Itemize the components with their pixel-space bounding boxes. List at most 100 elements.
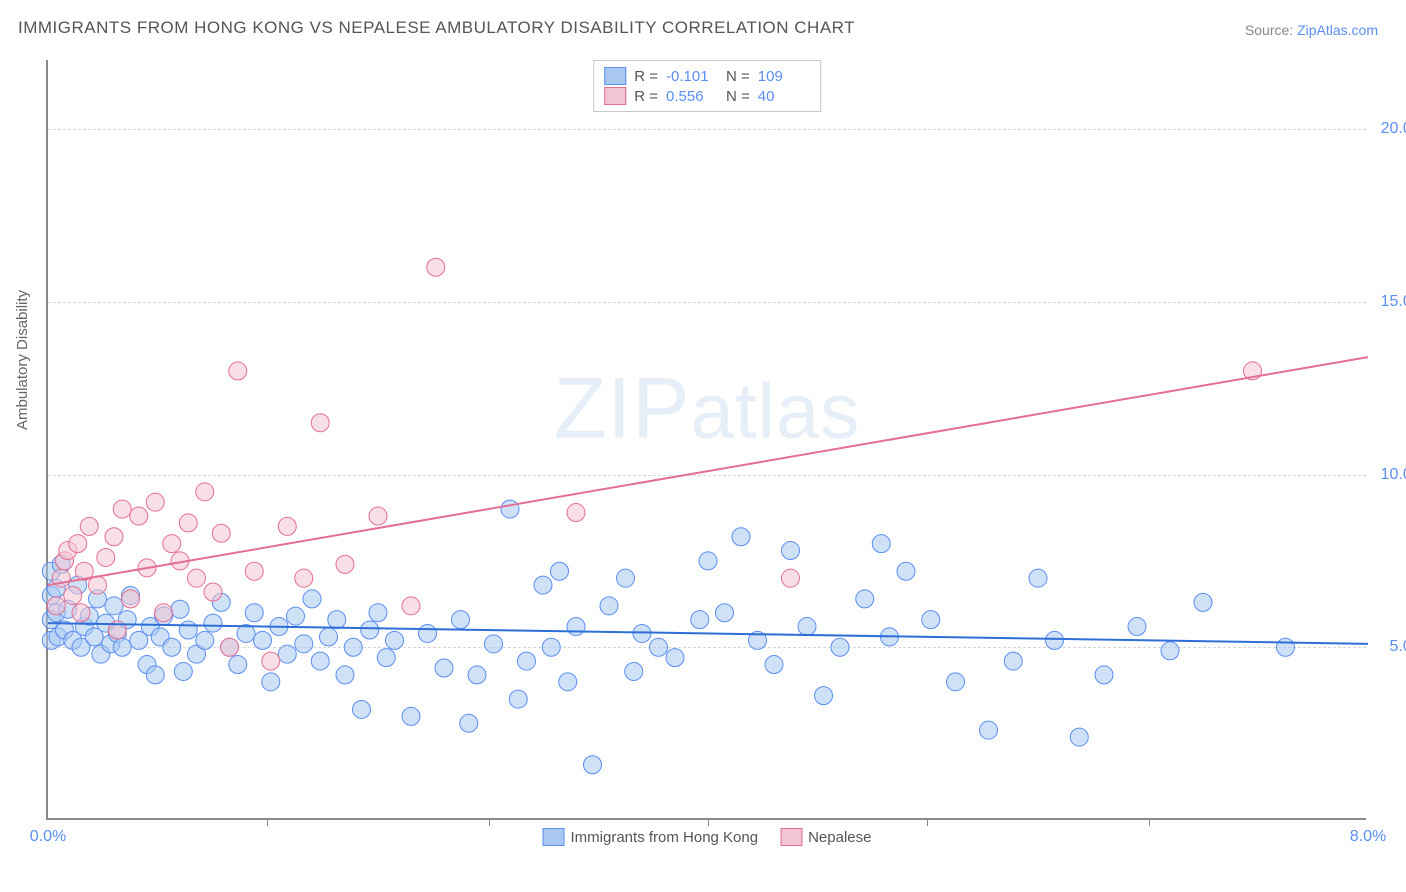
data-point-hk (559, 673, 577, 691)
data-point-np (80, 517, 98, 535)
source-link[interactable]: ZipAtlas.com (1297, 22, 1378, 38)
trend-line-np (48, 357, 1368, 585)
data-point-np (146, 493, 164, 511)
legend-item-np: Nepalese (780, 828, 871, 846)
data-point-hk (732, 528, 750, 546)
data-point-hk (831, 638, 849, 656)
data-point-hk (617, 569, 635, 587)
data-point-hk (947, 673, 965, 691)
data-point-np (245, 562, 263, 580)
data-point-hk (328, 611, 346, 629)
data-point-hk (1161, 642, 1179, 660)
legend-series: Immigrants from Hong Kong Nepalese (543, 828, 872, 846)
data-point-np (278, 517, 296, 535)
data-point-hk (369, 604, 387, 622)
data-point-hk (105, 597, 123, 615)
data-point-np (64, 586, 82, 604)
data-point-hk (716, 604, 734, 622)
legend-label-hk: Immigrants from Hong Kong (571, 829, 759, 846)
data-point-hk (501, 500, 519, 518)
data-point-hk (765, 656, 783, 674)
data-point-np (336, 555, 354, 573)
data-point-hk (1277, 638, 1295, 656)
data-point-hk (287, 607, 305, 625)
data-point-np (402, 597, 420, 615)
x-tick (708, 818, 709, 826)
data-point-np (229, 362, 247, 380)
legend-item-hk: Immigrants from Hong Kong (543, 828, 759, 846)
data-point-np (262, 652, 280, 670)
data-point-hk (229, 656, 247, 674)
data-point-hk (518, 652, 536, 670)
data-point-hk (204, 614, 222, 632)
y-tick-label: 5.0% (1390, 638, 1406, 656)
data-point-np (97, 548, 115, 566)
data-point-hk (295, 635, 313, 653)
data-point-hk (452, 611, 470, 629)
scatter-svg (48, 60, 1366, 818)
data-point-np (105, 528, 123, 546)
data-point-hk (179, 621, 197, 639)
data-point-hk (402, 707, 420, 725)
data-point-hk (551, 562, 569, 580)
data-point-hk (897, 562, 915, 580)
data-point-hk (584, 756, 602, 774)
data-point-np (427, 258, 445, 276)
data-point-hk (1029, 569, 1047, 587)
data-point-hk (361, 621, 379, 639)
data-point-hk (567, 618, 585, 636)
y-tick-label: 10.0% (1381, 466, 1406, 484)
data-point-hk (625, 662, 643, 680)
data-point-hk (509, 690, 527, 708)
data-point-hk (146, 666, 164, 684)
data-point-hk (435, 659, 453, 677)
data-point-hk (856, 590, 874, 608)
data-point-np (122, 590, 140, 608)
data-point-np (567, 504, 585, 522)
legend-label-np: Nepalese (808, 829, 871, 846)
data-point-np (72, 604, 90, 622)
data-point-hk (163, 638, 181, 656)
data-point-hk (534, 576, 552, 594)
x-tick (489, 818, 490, 826)
data-point-np (130, 507, 148, 525)
source-attribution: Source: ZipAtlas.com (1245, 22, 1378, 38)
data-point-hk (468, 666, 486, 684)
swatch-np (780, 828, 802, 846)
data-point-hk (485, 635, 503, 653)
data-point-hk (666, 649, 684, 667)
data-point-hk (1095, 666, 1113, 684)
data-point-np (69, 535, 87, 553)
data-point-hk (798, 618, 816, 636)
data-point-np (204, 583, 222, 601)
y-axis-label: Ambulatory Disability (14, 290, 31, 430)
data-point-np (196, 483, 214, 501)
swatch-hk (543, 828, 565, 846)
data-point-hk (196, 631, 214, 649)
data-point-hk (922, 611, 940, 629)
data-point-np (163, 535, 181, 553)
y-tick-label: 20.0% (1381, 120, 1406, 138)
data-point-hk (460, 714, 478, 732)
data-point-np (295, 569, 313, 587)
chart-title: IMMIGRANTS FROM HONG KONG VS NEPALESE AM… (18, 18, 855, 38)
data-point-hk (311, 652, 329, 670)
plot-area: ZIPatlas 5.0%10.0%15.0%20.0%0.0%8.0% R =… (46, 60, 1366, 820)
data-point-np (89, 576, 107, 594)
data-point-hk (353, 700, 371, 718)
data-point-hk (1004, 652, 1022, 670)
data-point-hk (174, 662, 192, 680)
data-point-hk (344, 638, 362, 656)
data-point-hk (320, 628, 338, 646)
data-point-hk (113, 638, 131, 656)
data-point-hk (1070, 728, 1088, 746)
data-point-hk (782, 542, 800, 560)
data-point-hk (699, 552, 717, 570)
data-point-np (311, 414, 329, 432)
data-point-hk (303, 590, 321, 608)
data-point-hk (245, 604, 263, 622)
data-point-hk (278, 645, 296, 663)
data-point-hk (872, 535, 890, 553)
data-point-hk (1128, 618, 1146, 636)
data-point-np (782, 569, 800, 587)
